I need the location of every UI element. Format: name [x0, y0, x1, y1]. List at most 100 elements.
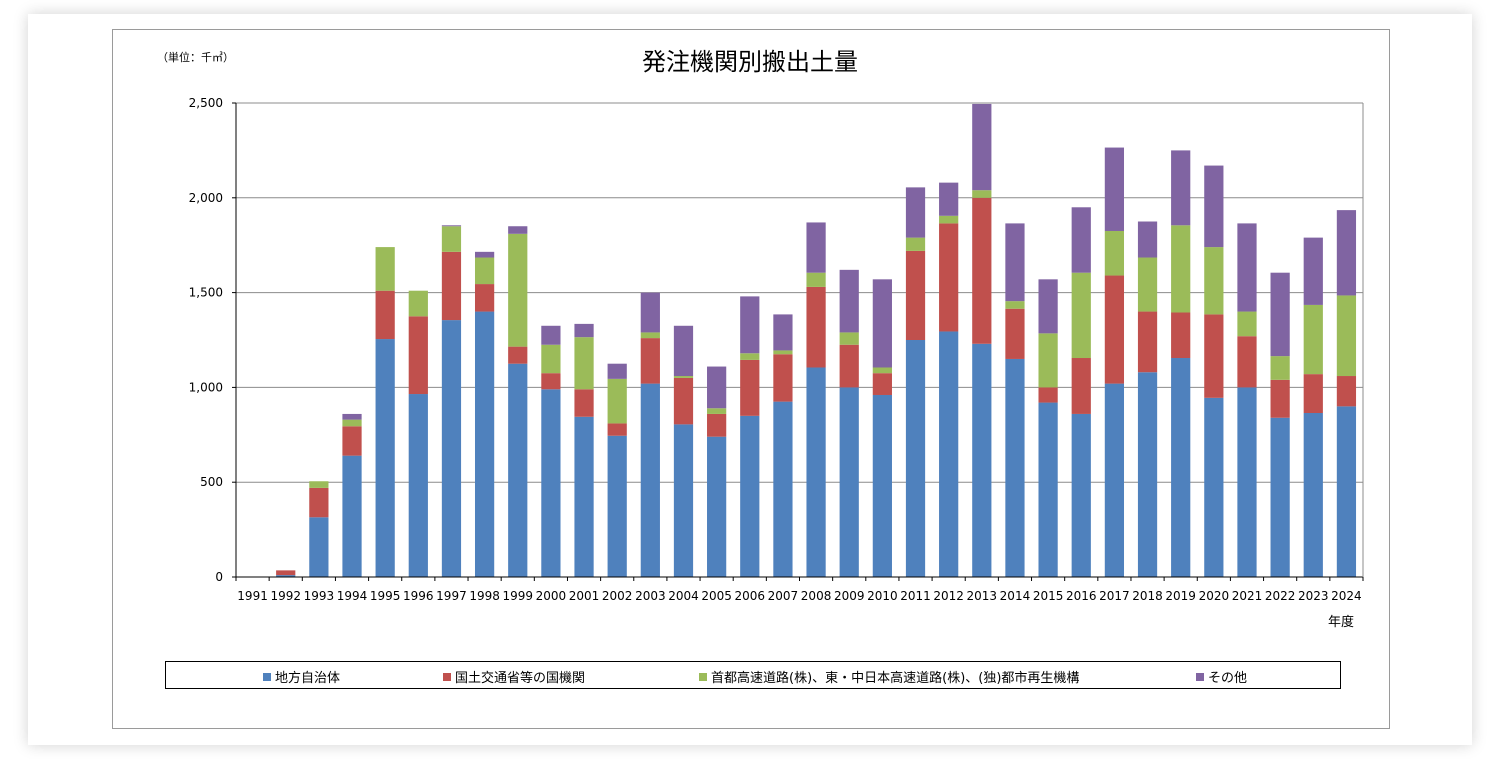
bar-segment	[541, 389, 561, 577]
bar-segment	[1336, 406, 1357, 577]
bar-segment	[1171, 150, 1191, 226]
bar-segment	[607, 363, 627, 379]
bar-segment	[474, 311, 495, 577]
bar-segment	[1237, 336, 1257, 388]
bar-segment	[574, 337, 594, 390]
bar-segment	[474, 284, 495, 312]
x-tick-label: 1999	[502, 589, 533, 603]
bar-segment	[607, 378, 627, 424]
bar-segment	[1038, 279, 1058, 334]
bar-segment	[740, 296, 760, 354]
bars-group	[276, 103, 1357, 577]
bar-segment	[1104, 230, 1125, 276]
x-tick-label: 2016	[1066, 589, 1097, 603]
bar-segment	[1270, 272, 1290, 357]
bar-segment	[342, 419, 362, 427]
bar-segment	[1270, 356, 1290, 380]
bar-segment	[972, 197, 992, 344]
bar-segment	[740, 353, 760, 360]
bar-segment	[1204, 397, 1224, 577]
bar-segment	[1336, 376, 1357, 407]
bar-segment	[441, 320, 462, 577]
bar-segment	[309, 481, 329, 488]
bar-segment	[1336, 295, 1357, 377]
bar-segment	[640, 332, 660, 339]
x-tick-label: 2019	[1165, 589, 1196, 603]
bar-segment	[1137, 257, 1158, 312]
x-tick-label: 1994	[337, 589, 368, 603]
bar-segment	[905, 250, 926, 340]
bar-segment	[939, 215, 959, 224]
bar-segment	[872, 373, 892, 395]
x-tick-label: 2002	[602, 589, 633, 603]
bar-segment	[872, 394, 892, 577]
bar-segment	[1071, 358, 1091, 414]
bar-segment	[1336, 210, 1357, 296]
bar-segment	[474, 257, 495, 285]
unit-label: （単位：千㎥）	[157, 50, 234, 64]
x-tick-label: 2003	[635, 589, 666, 603]
bar-segment	[1005, 358, 1025, 577]
bar-segment	[972, 190, 992, 198]
y-tick-labels: 0 500 1,000 1,500 2,000 2,500	[189, 96, 223, 584]
x-tick-label: 1992	[270, 589, 301, 603]
bar-segment	[905, 237, 926, 251]
x-tick-label: 2013	[967, 589, 998, 603]
x-tick-label: 2020	[1199, 589, 1230, 603]
x-tick-label: 2015	[1033, 589, 1064, 603]
bar-segment	[1204, 165, 1224, 248]
bar-segment	[1038, 333, 1058, 388]
bar-segment	[640, 383, 660, 577]
bar-segment	[607, 423, 627, 436]
x-tick-label: 2014	[1000, 589, 1031, 603]
bar-segment	[441, 226, 462, 252]
bar-segment	[905, 340, 926, 577]
bar-segment	[1137, 311, 1158, 373]
bar-segment	[1071, 413, 1091, 577]
x-tick-label: 2001	[569, 589, 600, 603]
bar-segment	[939, 331, 959, 577]
bar-segment	[972, 103, 992, 191]
bar-segment	[707, 436, 727, 577]
x-tick-labels: 1991 1992 1993 1994 1995 1996 1997 1998 1999 2000…	[237, 589, 1361, 603]
bar-segment	[1071, 207, 1091, 273]
bar-segment	[574, 389, 594, 417]
bar-segment	[839, 344, 859, 388]
bar-segment	[673, 424, 694, 577]
x-tick-label: 1998	[469, 589, 500, 603]
bar-segment	[342, 413, 362, 420]
bar-segment	[607, 435, 627, 577]
x-tick-label: 2010	[867, 589, 898, 603]
bar-segment	[1137, 372, 1158, 577]
bar-segment	[541, 373, 561, 390]
bar-segment	[806, 272, 826, 287]
legend-item-local-government: 地方自治体	[263, 667, 340, 686]
x-tick-label: 2011	[900, 589, 931, 603]
x-tick-label: 2005	[701, 589, 732, 603]
bar-segment	[508, 363, 528, 577]
bar-segment	[773, 401, 793, 577]
x-tick-label: 2021	[1232, 589, 1263, 603]
bar-segment	[441, 251, 462, 321]
bar-segment	[1104, 275, 1125, 384]
bar-segment	[740, 359, 760, 416]
bar-segment	[905, 187, 926, 238]
x-tick-label: 2009	[834, 589, 865, 603]
bar-segment	[1005, 223, 1025, 302]
bar-segment	[872, 367, 892, 374]
x-tick-label: 1995	[370, 589, 401, 603]
bar-segment	[1303, 237, 1323, 305]
x-tick-label: 2007	[768, 589, 799, 603]
legend-label: 地方自治体	[275, 671, 341, 686]
x-tick-label: 2024	[1331, 589, 1362, 603]
bar-segment	[939, 223, 959, 332]
y-tick-label: 2,000	[189, 191, 223, 205]
bar-segment	[872, 279, 892, 368]
bar-segment	[276, 575, 296, 577]
bar-segment	[508, 226, 528, 234]
bar-segment	[773, 350, 793, 355]
bar-segment	[1303, 412, 1323, 577]
bar-segment	[1171, 225, 1191, 313]
grid-lines	[236, 102, 1363, 483]
